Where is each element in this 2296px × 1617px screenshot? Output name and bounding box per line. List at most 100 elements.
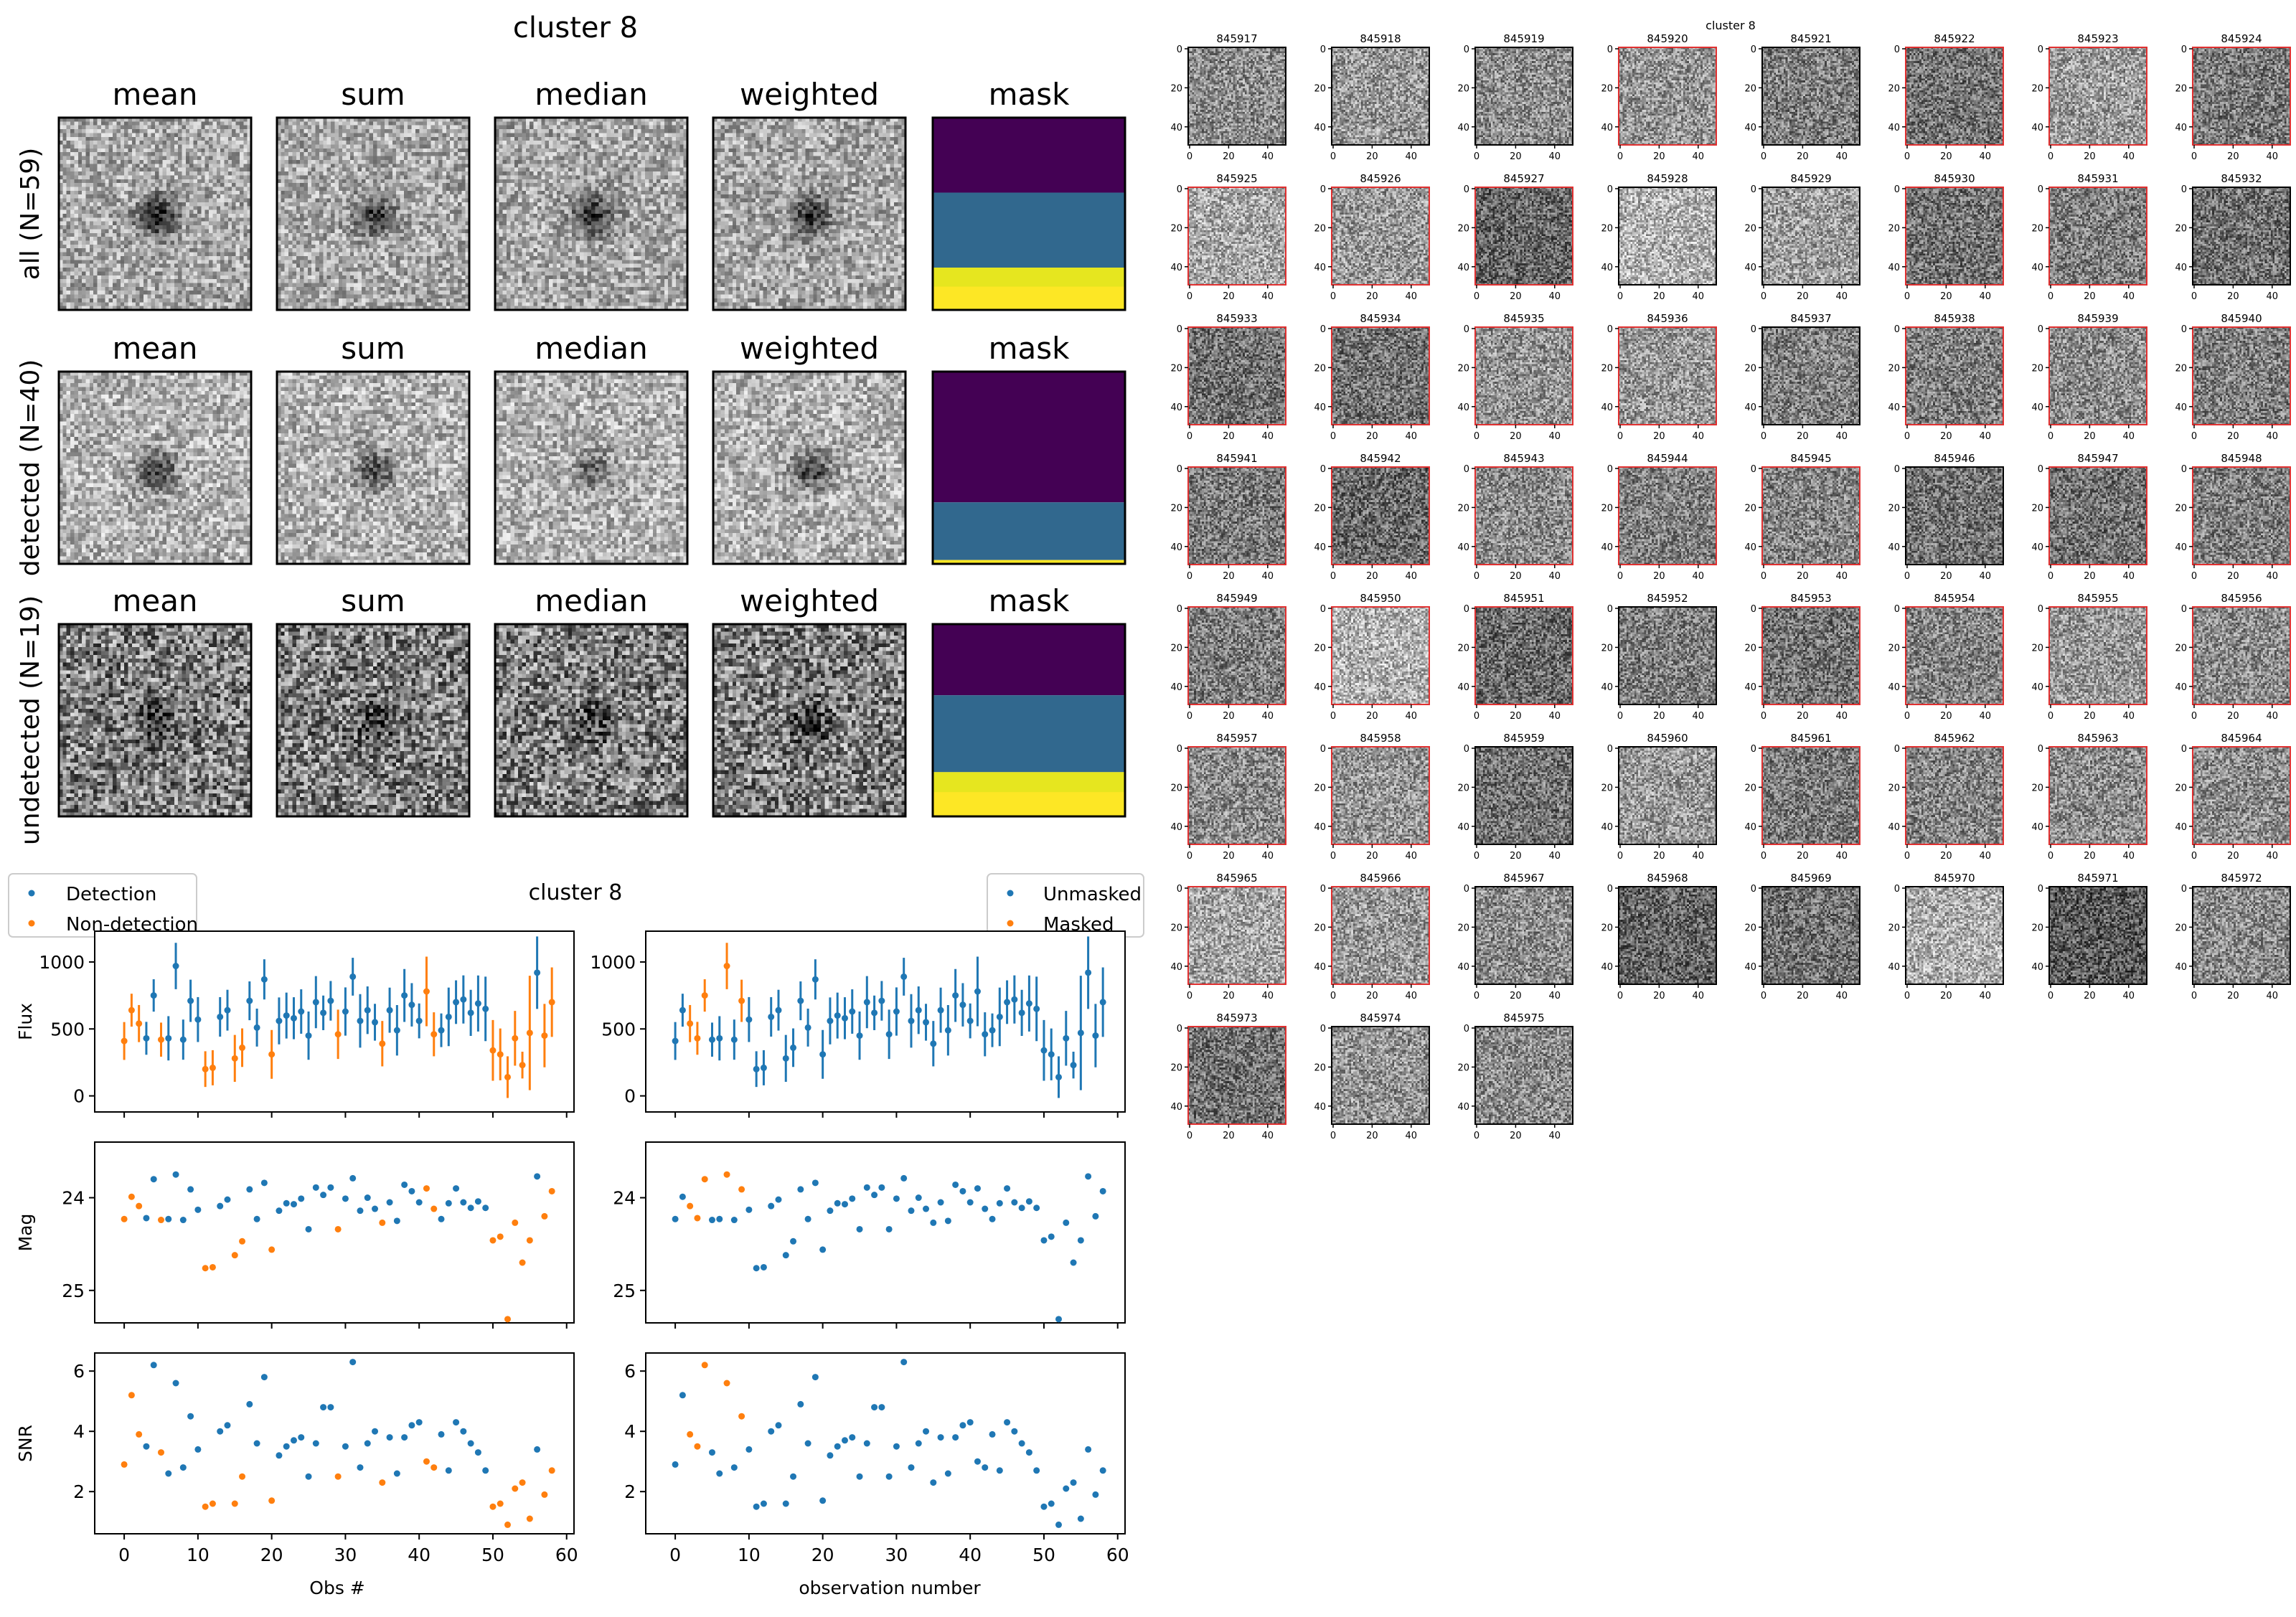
cutout-xtick-label: 0 — [1904, 711, 1910, 722]
data-point — [143, 1443, 150, 1450]
data-point — [474, 1000, 481, 1007]
cutout-ytick-label: 0 — [2181, 324, 2187, 335]
data-point — [290, 1201, 297, 1208]
cutout-ytick-label: 20 — [1314, 363, 1326, 374]
cutout-845939: 845939 0 20 40 0 20 40 — [2031, 312, 2147, 442]
data-point — [179, 1036, 187, 1043]
cutout-ytick-label: 40 — [2175, 962, 2187, 973]
cutout-ytick-label: 0 — [2181, 464, 2187, 475]
data-point — [489, 1237, 497, 1244]
data-point — [768, 1013, 775, 1020]
cutout-image — [2193, 607, 2290, 704]
cutout-label: 845948 — [2221, 452, 2262, 465]
cutout-ytick-label: 40 — [1457, 682, 1469, 693]
cutout-ytick-label: 0 — [2038, 464, 2043, 475]
cutout-ytick-label: 40 — [2031, 263, 2043, 273]
data-point — [526, 1237, 533, 1244]
cutout-image — [1188, 1027, 1286, 1124]
x-tick-label: 20 — [260, 1545, 283, 1565]
data-point — [937, 1006, 944, 1014]
data-point — [708, 1217, 715, 1224]
data-point — [1004, 999, 1011, 1006]
y-tick-label: 6 — [624, 1361, 636, 1382]
cutout-xtick-label: 0 — [1761, 711, 1766, 722]
cutout-ytick-label: 40 — [1744, 962, 1756, 973]
cutout-ytick-label: 0 — [1320, 464, 1326, 475]
data-point — [923, 1428, 930, 1435]
cutout-xtick-label: 0 — [1330, 851, 1336, 862]
cutout-image — [1188, 327, 1286, 425]
data-point — [253, 1024, 260, 1031]
data-point — [1004, 1185, 1011, 1192]
cutout-ytick-label: 0 — [1464, 324, 1469, 335]
data-point — [202, 1265, 209, 1272]
cutout-xtick-label: 40 — [1262, 1131, 1274, 1141]
column-title-mask: mask — [989, 77, 1071, 112]
cutout-ytick-label: 0 — [1894, 44, 1900, 55]
data-point — [841, 1014, 848, 1022]
cutout-label: 845936 — [1647, 312, 1688, 325]
column-title-median: median — [535, 77, 647, 112]
data-point — [357, 1017, 364, 1024]
cutout-frame — [1331, 187, 1430, 286]
data-point — [334, 1225, 342, 1232]
data-point — [372, 1428, 379, 1435]
cutout-image — [1332, 467, 1429, 565]
cutout-xtick-label: 40 — [1693, 291, 1705, 302]
cutout-xtick-label: 0 — [1474, 571, 1479, 582]
cutout-xtick-label: 40 — [1549, 571, 1561, 582]
cutout-image — [1188, 607, 1286, 704]
cutout-845930: 845930 0 20 40 0 20 40 — [1888, 172, 2004, 302]
data-point — [863, 1184, 870, 1191]
cutout-xtick-label: 20 — [1223, 991, 1235, 1001]
data-point — [1025, 1198, 1032, 1205]
cutout-ytick-label: 40 — [1601, 682, 1613, 693]
data-point — [856, 1473, 863, 1480]
data-point — [474, 1449, 481, 1456]
data-point — [849, 1008, 856, 1015]
cutout-845961: 845961 0 20 40 0 20 40 — [1744, 732, 1860, 862]
cutout-ytick-label: 20 — [1170, 503, 1182, 514]
cutout-ytick-label: 0 — [1177, 324, 1182, 335]
cutout-ytick-label: 40 — [1170, 962, 1182, 973]
cutout-image — [1906, 887, 2003, 984]
cutout-845922: 845922 0 20 40 0 20 40 — [1888, 32, 2004, 162]
cutout-xtick-label: 20 — [1366, 851, 1378, 862]
cutout-xtick-label: 20 — [2084, 291, 2096, 302]
data-point — [856, 1032, 863, 1040]
cutout-xtick-label: 40 — [1836, 291, 1848, 302]
cutout-ytick-label: 40 — [2175, 822, 2187, 833]
cutout-image — [1475, 1027, 1573, 1124]
stack-image-sum — [277, 118, 469, 310]
stack-image-median — [495, 118, 687, 310]
cutout-ytick-label: 0 — [2181, 184, 2187, 195]
cutout-ytick-label: 40 — [1888, 123, 1900, 133]
cutout-845943: 845943 0 20 40 0 20 40 — [1457, 452, 1573, 582]
data-point — [908, 1017, 915, 1024]
cutout-xtick-label: 40 — [1980, 991, 1992, 1001]
data-point — [915, 1006, 922, 1014]
cutout-845935: 845935 0 20 40 0 20 40 — [1457, 312, 1573, 442]
cutout-frame — [1474, 746, 1573, 845]
data-point — [150, 1362, 157, 1369]
data-point — [512, 1219, 519, 1226]
cutout-xtick-label: 0 — [1617, 711, 1623, 722]
data-point — [415, 1017, 423, 1024]
data-point — [157, 1449, 164, 1456]
cutout-xtick-label: 20 — [1797, 711, 1809, 722]
cutout-ytick-label: 0 — [1177, 884, 1182, 895]
legend-mask: Unmasked Masked — [987, 873, 1144, 938]
data-point — [834, 1012, 841, 1019]
cutout-ytick-label: 20 — [1888, 783, 1900, 793]
data-point — [349, 973, 357, 980]
data-point — [217, 1428, 224, 1435]
data-point — [276, 1017, 283, 1024]
stack-image-frame — [57, 623, 253, 818]
cutout-xtick-label: 20 — [1510, 1131, 1522, 1141]
cutout-ytick-label: 0 — [1464, 884, 1469, 895]
data-point — [1018, 1204, 1025, 1212]
x-tick-label: 50 — [481, 1545, 504, 1565]
stack-image-frame — [494, 370, 689, 565]
data-point — [497, 1233, 504, 1240]
cutout-ytick-label: 40 — [1314, 263, 1326, 273]
